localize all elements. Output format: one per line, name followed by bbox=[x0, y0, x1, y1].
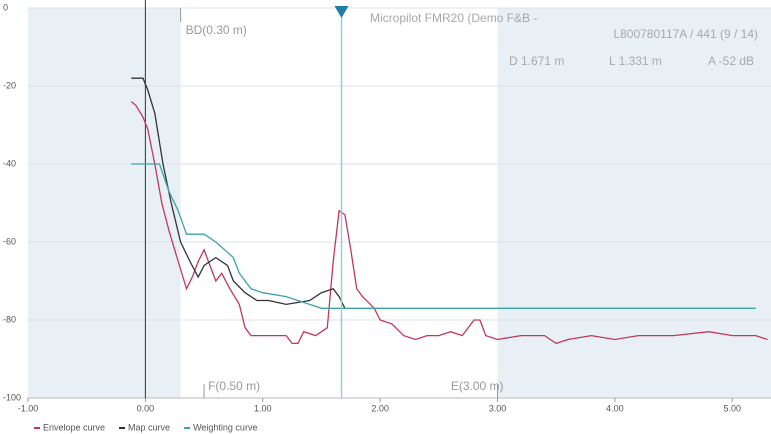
level: L 1.331 m bbox=[609, 54, 662, 68]
empty-label: E(3.00 m) bbox=[451, 379, 504, 393]
y-tick-label: -100 bbox=[3, 392, 21, 402]
blocking-label: BD(0.30 m) bbox=[186, 23, 247, 37]
legend-label: Weighting curve bbox=[193, 422, 257, 432]
legend-label: Envelope curve bbox=[43, 422, 105, 432]
y-tick-label: 0 bbox=[3, 2, 8, 12]
y-tick-label: -80 bbox=[3, 314, 16, 324]
y-tick-label: -20 bbox=[3, 80, 16, 90]
x-tick-label: 2.00 bbox=[371, 403, 389, 413]
series-line bbox=[131, 163, 756, 309]
cursor-handle bbox=[334, 6, 349, 18]
distance: D 1.671 m bbox=[509, 54, 564, 68]
device-id: L800780117A / 441 (9 / 14) bbox=[613, 27, 758, 41]
x-tick-label: 3.00 bbox=[489, 403, 507, 413]
background bbox=[28, 8, 771, 398]
x-tick-label: 4.00 bbox=[606, 403, 624, 413]
full-label: F(0.50 m) bbox=[208, 379, 260, 393]
x-tick-label: -1.00 bbox=[18, 403, 39, 413]
x-tick-label: 5.00 bbox=[723, 403, 741, 413]
series-line bbox=[131, 77, 346, 309]
x-tick-label: 1.00 bbox=[254, 403, 272, 413]
legend-label: Map curve bbox=[128, 422, 170, 432]
amplitude: A -52 dB bbox=[708, 54, 754, 68]
y-tick-label: -60 bbox=[3, 236, 16, 246]
empty-zone bbox=[497, 8, 771, 398]
x-tick-label: 0.00 bbox=[137, 403, 155, 413]
y-tick-label: -40 bbox=[3, 158, 16, 168]
device-title: Micropilot FMR20 (Demo F&B - bbox=[370, 11, 537, 25]
blocking-zone bbox=[28, 8, 181, 398]
